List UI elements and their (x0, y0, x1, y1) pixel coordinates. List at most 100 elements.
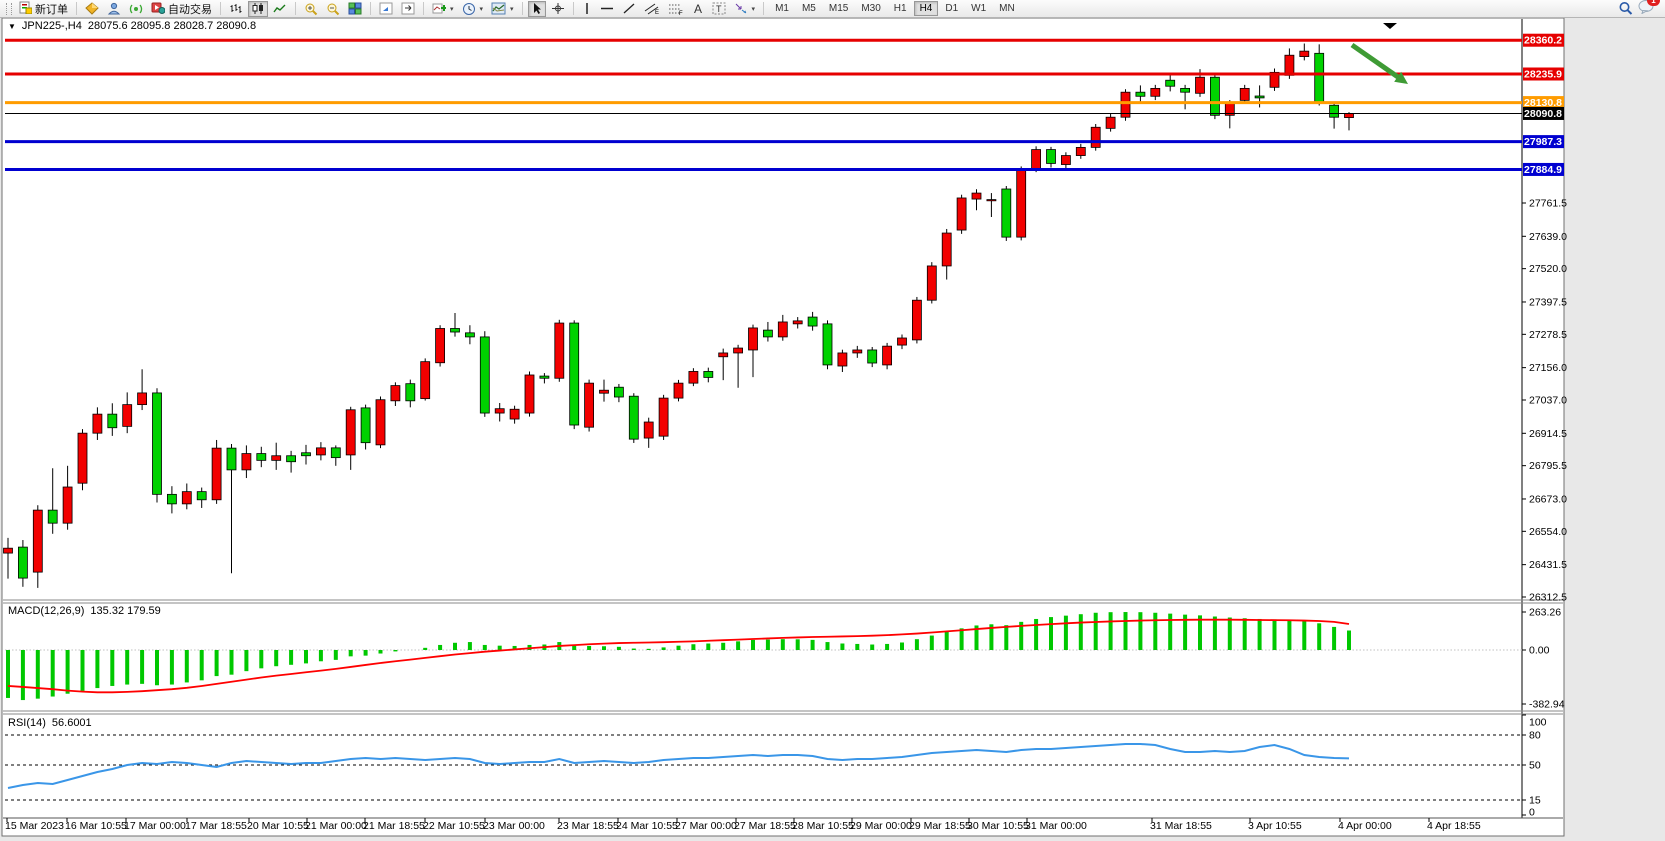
text-tool-button[interactable]: A (689, 1, 707, 17)
svg-text:28130.8: 28130.8 (1524, 97, 1562, 109)
channel-tool-button[interactable]: E (641, 1, 663, 17)
svg-text:50: 50 (1529, 760, 1541, 772)
timeframe-button-m5[interactable]: M5 (796, 1, 822, 16)
notifications-button[interactable]: 1 (1638, 0, 1660, 19)
svg-text:20 Mar 10:55: 20 Mar 10:55 (247, 820, 309, 832)
horizontal-line-tool-button[interactable] (597, 1, 617, 17)
timeframe-button-m1[interactable]: M1 (769, 1, 795, 16)
svg-text:27 Mar 00:00: 27 Mar 00:00 (675, 820, 737, 832)
timeframe-button-h1[interactable]: H1 (888, 1, 913, 16)
arrows-tool-button[interactable]: ▾ (731, 1, 759, 17)
svg-text:28 Mar 10:55: 28 Mar 10:55 (792, 820, 854, 832)
text-label-tool-button[interactable]: T (709, 1, 729, 17)
vertical-line-icon (585, 3, 588, 14)
crosshair-icon (551, 3, 564, 14)
toolbar-separator (220, 2, 221, 15)
new-order-icon (19, 1, 33, 17)
main-toolbar: 新订单 自动交易 ▾ (0, 0, 1665, 18)
cursor-icon (533, 3, 541, 14)
timeframe-button-m15[interactable]: M15 (823, 1, 854, 16)
timeframe-button-h4[interactable]: H4 (913, 1, 939, 16)
community-button[interactable] (104, 1, 124, 17)
svg-text:27 Mar 18:55: 27 Mar 18:55 (734, 820, 796, 832)
timeframe-button-mn[interactable]: MN (993, 1, 1021, 16)
dropdown-caret-icon: ▾ (510, 5, 514, 13)
toolbar-separator (370, 2, 371, 15)
cursor-tool-button[interactable] (527, 0, 546, 17)
svg-text:23 Mar 00:00: 23 Mar 00:00 (483, 820, 545, 832)
toolbar-separator (572, 2, 574, 15)
chart-menu-icon[interactable]: ▼ (8, 21, 16, 31)
add-indicator-icon (432, 3, 446, 14)
auto-trading-button[interactable]: 自动交易 (148, 1, 215, 17)
svg-text:30 Mar 10:55: 30 Mar 10:55 (967, 820, 1029, 832)
candlestick-mode-button[interactable] (248, 0, 268, 17)
toolbar-separator (763, 2, 765, 15)
chart-shift-button[interactable] (376, 1, 396, 17)
svg-text:A: A (694, 2, 702, 15)
svg-text:0.00: 0.00 (1529, 645, 1550, 657)
svg-text:31 Mar 00:00: 31 Mar 00:00 (1025, 820, 1087, 832)
svg-text:26914.5: 26914.5 (1529, 428, 1567, 440)
zoom-out-button[interactable] (323, 1, 343, 17)
toolbar-separator (76, 2, 77, 15)
rsi-pane-label: RSI(14) 56.6001 (8, 717, 92, 729)
tile-windows-button[interactable] (345, 1, 365, 17)
macd-values: 135.32 179.59 (90, 605, 161, 617)
text-icon: A (694, 2, 702, 15)
svg-text:27156.0: 27156.0 (1529, 362, 1567, 374)
add-indicator-button[interactable]: ▾ (429, 1, 457, 17)
signal-button[interactable] (126, 1, 146, 17)
zoom-in-button[interactable] (301, 1, 321, 17)
svg-text:-382.94: -382.94 (1529, 699, 1565, 711)
svg-text:15: 15 (1529, 795, 1541, 807)
svg-text:26554.0: 26554.0 (1529, 526, 1567, 538)
line-chart-mode-button[interactable] (270, 1, 290, 17)
trendline-tool-button[interactable] (619, 1, 639, 17)
text-label-icon: T (712, 2, 726, 15)
chart-autoscroll-button[interactable] (398, 1, 418, 17)
horizontal-line-icon (600, 7, 613, 10)
svg-text:21 Mar 00:00: 21 Mar 00:00 (305, 820, 367, 832)
chart-autoscroll-icon (401, 2, 415, 15)
svg-text:29 Mar 18:55: 29 Mar 18:55 (909, 820, 971, 832)
svg-text:0: 0 (1529, 807, 1535, 819)
person-icon (107, 2, 121, 15)
svg-text:21 Mar 18:55: 21 Mar 18:55 (363, 820, 425, 832)
svg-text:4 Apr 00:00: 4 Apr 00:00 (1338, 820, 1392, 832)
new-order-button[interactable]: 新订单 (16, 1, 71, 17)
vertical-line-tool-button[interactable] (579, 1, 595, 17)
svg-text:28360.2: 28360.2 (1524, 35, 1562, 47)
template-button[interactable]: ▾ (488, 1, 517, 17)
toolbar-separator (423, 2, 424, 15)
period-button[interactable]: ▾ (459, 1, 487, 17)
timeframe-button-d1[interactable]: D1 (939, 1, 964, 16)
bar-chart-icon (230, 4, 242, 13)
macd-name: MACD(12,26,9) (8, 605, 85, 617)
toolbar-grip[interactable] (6, 2, 12, 15)
timeframe-group: M1 M5 M15 M30 H1 H4 D1 W1 MN (769, 1, 1021, 16)
clock-icon (462, 2, 475, 15)
timeframe-button-w1[interactable]: W1 (965, 1, 992, 16)
auto-trading-label: 自动交易 (168, 3, 212, 16)
bar-chart-mode-button[interactable] (226, 1, 246, 17)
svg-text:27639.0: 27639.0 (1529, 231, 1567, 243)
svg-text:26673.0: 26673.0 (1529, 493, 1567, 505)
new-order-label: 新订单 (35, 3, 68, 16)
chart-ohlc-values: 28075.6 28095.8 28028.7 28090.8 (87, 20, 257, 32)
dropdown-caret-icon: ▾ (751, 5, 756, 13)
timeframe-button-m30[interactable]: M30 (855, 1, 886, 16)
svg-text:28235.9: 28235.9 (1524, 69, 1562, 81)
metaquotes-button[interactable] (82, 1, 102, 17)
search-icon (1619, 2, 1633, 15)
fibonacci-tool-button[interactable]: F (665, 1, 687, 17)
crosshair-tool-button[interactable] (548, 1, 568, 17)
svg-text:4 Apr 18:55: 4 Apr 18:55 (1427, 820, 1481, 832)
svg-text:26431.5: 26431.5 (1529, 559, 1567, 571)
chart-title-row: ▼ JPN225-,H4 28075.6 28095.8 28028.7 280… (8, 20, 256, 32)
toolbar-separator (295, 2, 296, 15)
search-button[interactable] (1615, 1, 1636, 17)
notification-badge: 1 (1647, 0, 1660, 6)
dropdown-caret-icon: ▾ (479, 5, 484, 13)
